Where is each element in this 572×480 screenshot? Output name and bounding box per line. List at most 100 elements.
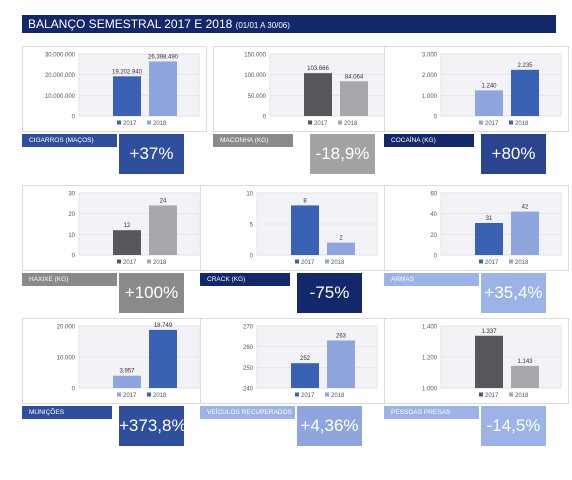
legend-label: 2018 <box>153 121 167 127</box>
legend-label: 2017 <box>314 121 328 127</box>
data-label: 8 <box>303 198 307 204</box>
legend-swatch-2018 <box>147 259 151 264</box>
y-tick-label: 20 <box>430 233 437 239</box>
legend-swatch-2017 <box>479 259 483 264</box>
bar-2018 <box>327 242 355 255</box>
y-tick-label: 250 <box>243 366 254 372</box>
y-tick-label: 3.000 <box>422 53 438 59</box>
bar-2017 <box>475 222 503 255</box>
y-tick-label: 5 <box>250 223 254 229</box>
y-tick-label: 1.000 <box>422 387 438 393</box>
y-tick-label: 50.000 <box>248 94 267 100</box>
change-badge: +373,8% <box>119 406 187 446</box>
legend-swatch-2018 <box>147 392 151 397</box>
legend-swatch-2018 <box>325 392 329 397</box>
chart-box: 270 260 250 240 252 263 2017 2018 <box>200 318 385 404</box>
y-tick-label: 20 <box>68 212 75 218</box>
y-tick-label: 0 <box>72 254 76 260</box>
legend-label: 2018 <box>515 393 529 399</box>
legend-label: 2018 <box>515 260 529 266</box>
bar-chart: 10 5 0 8 2 2017 2018 <box>200 185 385 271</box>
y-tick-label: 0 <box>250 254 254 260</box>
chart-label: HAXIXE (KG) <box>22 273 117 286</box>
legend-swatch-2017 <box>479 392 483 397</box>
y-tick-label: 30 <box>68 192 75 198</box>
legend-label: 2018 <box>344 121 358 127</box>
chart-panel: 60 40 20 0 31 42 2017 2018 ARMAS +35,4% <box>384 185 569 320</box>
legend-label: 2017 <box>123 260 137 266</box>
bar-2017 <box>113 375 141 388</box>
bar-2018 <box>149 205 177 255</box>
chart-box: 30 20 10 0 12 24 2017 2018 <box>22 185 207 271</box>
y-tick-label: 0 <box>434 115 438 121</box>
bar-chart: 20.000 10.000 0 3.957 18.749 2017 2018 <box>22 318 207 404</box>
y-tick-label: 30.000.000 <box>45 53 76 59</box>
legend-label: 2017 <box>123 393 137 399</box>
data-label: 12 <box>124 223 131 229</box>
chart-panel: 1.400 1.200 1.000 1.337 1.143 2017 2018 PESSOAS… <box>384 318 569 453</box>
y-tick-label: 100.000 <box>244 73 266 79</box>
y-tick-label: 40 <box>430 212 437 218</box>
data-label: 3.957 <box>119 369 135 375</box>
y-tick-label: 20.000 <box>57 325 76 331</box>
legend-swatch-2018 <box>509 392 513 397</box>
change-badge: -75% <box>297 273 362 313</box>
chart-label: CIGARROS (MAÇOS) <box>22 134 117 147</box>
change-badge: +37% <box>119 134 184 174</box>
data-label: 103.666 <box>307 66 329 72</box>
bar-2018 <box>327 340 355 388</box>
bar-2017 <box>291 205 319 255</box>
chart-label: PESSOAS PRESAS <box>384 406 479 419</box>
bar-2017 <box>291 363 319 388</box>
y-tick-label: 0 <box>263 115 267 121</box>
chart-label: CRACK (KG) <box>200 273 290 286</box>
chart-label: MACONHA (KG) <box>213 134 293 147</box>
legend-label: 2017 <box>485 121 499 127</box>
legend-swatch-2017 <box>308 120 312 125</box>
legend-label: 2017 <box>301 260 315 266</box>
chart-box: 1.400 1.200 1.000 1.337 1.143 2017 2018 <box>384 318 569 404</box>
y-tick-label: 1.400 <box>422 325 438 331</box>
chart-label: ARMAS <box>384 273 479 286</box>
data-label: 2.235 <box>517 63 533 69</box>
legend-swatch-2017 <box>117 392 121 397</box>
legend-label: 2018 <box>331 393 345 399</box>
legend-label: 2017 <box>485 393 499 399</box>
chart-panel: 150.000 100.000 50.000 0 103.666 84.064 2017 20… <box>213 46 398 181</box>
y-tick-label: 2.000 <box>422 73 438 79</box>
data-label: 2 <box>339 236 343 242</box>
y-tick-label: 10 <box>246 192 253 198</box>
bar-chart: 30 20 10 0 12 24 2017 2018 <box>22 185 207 271</box>
change-badge: +80% <box>481 134 546 174</box>
change-badge: -14,5% <box>481 406 546 446</box>
y-tick-label: 1.000 <box>422 94 438 100</box>
y-tick-label: 1.200 <box>422 356 438 362</box>
data-label: 263 <box>336 333 347 339</box>
change-badge: +35,4% <box>481 273 546 313</box>
bar-2018 <box>511 211 539 255</box>
bar-chart: 30.000.000 20.000.000 10.000.000 0 19.202.94… <box>22 46 207 132</box>
bar-2018 <box>511 69 539 116</box>
data-label: 1.240 <box>481 83 497 89</box>
y-tick-label: 10.000.000 <box>45 94 76 100</box>
legend-swatch-2017 <box>295 259 299 264</box>
chart-box: 10 5 0 8 2 2017 2018 <box>200 185 385 271</box>
title-sub: (01/01 A 30/06) <box>235 21 290 30</box>
title-main: BALANÇO SEMESTRAL 2017 E 2018 <box>28 17 236 31</box>
chart-label: MUNIÇÕES <box>22 406 112 419</box>
legend-label: 2017 <box>123 121 137 127</box>
y-tick-label: 60 <box>430 192 437 198</box>
bar-2018 <box>149 61 177 116</box>
change-badge: +100% <box>119 273 184 313</box>
legend-swatch-2018 <box>338 120 342 125</box>
legend-swatch-2018 <box>509 259 513 264</box>
legend-swatch-2018 <box>509 120 513 125</box>
bar-chart: 270 260 250 240 252 263 2017 2018 <box>200 318 385 404</box>
y-tick-label: 0 <box>72 387 76 393</box>
chart-box: 60 40 20 0 31 42 2017 2018 <box>384 185 569 271</box>
legend-label: 2018 <box>153 393 167 399</box>
bar-2018 <box>511 365 539 388</box>
legend-swatch-2017 <box>117 259 121 264</box>
y-tick-label: 10.000 <box>57 356 76 362</box>
y-tick-label: 0 <box>434 254 438 260</box>
